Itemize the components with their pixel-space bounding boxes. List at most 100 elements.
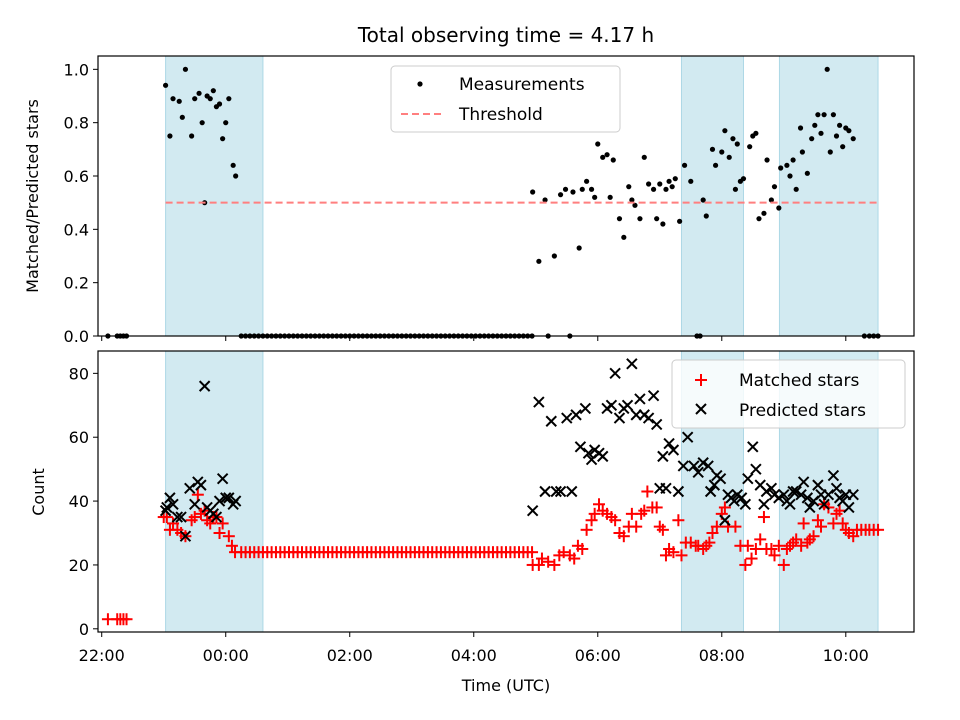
measurement-point <box>824 66 830 72</box>
measurement-point <box>840 144 846 150</box>
measurement-point <box>629 197 635 203</box>
measurement-point <box>681 162 688 168</box>
measurement-point <box>712 162 719 168</box>
predicted-star-point <box>161 501 173 514</box>
matched-star-point <box>777 558 790 571</box>
measurement-point <box>182 66 189 72</box>
matched-star-point <box>795 539 808 552</box>
measurement-point <box>660 221 666 227</box>
predicted-star-point <box>704 485 717 498</box>
predicted-star-point <box>739 498 752 510</box>
matched-star-point <box>222 530 235 543</box>
predicted-star-point <box>818 498 830 510</box>
measurement-point <box>722 128 728 134</box>
predicted-star-point <box>566 485 578 498</box>
measurement-point <box>192 96 198 102</box>
legend-threshold-label: Threshold <box>458 105 543 125</box>
measurement-point <box>176 98 182 104</box>
bottom-panel: 0 20 40 60 80 22:00 00:00 02:00 04:00 06:00 08:00… <box>29 350 915 695</box>
legend-top: Measurements Threshold <box>390 65 621 133</box>
matched-star-point <box>580 523 593 536</box>
measurement-point <box>646 181 652 187</box>
measurement-point <box>167 133 173 139</box>
measurement-point <box>641 154 647 160</box>
predicted-star-point <box>164 492 176 504</box>
measurement-point <box>836 122 843 128</box>
bottom-x-tick-label: 04:00 <box>451 646 497 665</box>
predicted-star-point <box>198 380 211 392</box>
predicted-star-point <box>830 482 843 495</box>
measurement-point <box>761 210 767 216</box>
predicted-star-point <box>677 460 690 472</box>
matched-star-point <box>667 546 680 559</box>
matched-star-point <box>754 533 767 546</box>
predicted-star-point <box>642 412 655 424</box>
predicted-star-point <box>787 485 799 498</box>
matched-star-point <box>672 514 685 527</box>
measurement-point <box>709 146 716 152</box>
matched-star-point <box>542 555 555 568</box>
predicted-star-point <box>545 415 557 427</box>
measurement-point <box>827 149 833 155</box>
predicted-star-point <box>827 469 840 482</box>
predicted-star-point <box>663 437 675 450</box>
measurement-point <box>223 120 229 126</box>
matched-star-point <box>833 504 846 517</box>
measurement-point <box>830 112 836 118</box>
predicted-star-point <box>213 495 226 507</box>
bottom-x-tick-label: 06:00 <box>575 646 621 665</box>
measurement-point <box>536 258 542 264</box>
predicted-star-point <box>784 498 796 510</box>
measurement-point <box>756 216 762 222</box>
measurement-point <box>604 152 610 158</box>
measurement-point <box>787 173 793 179</box>
predicted-star-point <box>773 492 785 504</box>
top-axes-frame <box>97 55 915 337</box>
bottom-shaded-interval-0 <box>165 350 264 633</box>
measurement-point <box>196 90 202 96</box>
measurement-point <box>850 136 856 142</box>
predicted-star-point <box>216 473 229 485</box>
bottom-x-tick-label: 02:00 <box>327 646 373 665</box>
predicted-star-point <box>742 473 754 485</box>
predicted-star-point <box>223 492 235 504</box>
predicted-star-point <box>797 476 810 488</box>
measurement-point <box>669 184 675 190</box>
matched-star-point <box>847 530 860 543</box>
predicted-star-point <box>561 412 573 424</box>
measurement-point <box>732 186 739 192</box>
matched-star-point <box>765 542 778 555</box>
legend-top-box <box>390 65 621 133</box>
measurement-point <box>637 216 643 222</box>
measurement-point <box>846 128 852 134</box>
measurement-point <box>600 154 606 160</box>
predicted-star-point <box>765 482 778 495</box>
measurement-point <box>768 197 774 203</box>
matched-star-point <box>576 542 589 555</box>
measurement-point <box>730 136 736 142</box>
chart-title: Total observing time = 4.17 h <box>357 23 654 47</box>
predicted-star-point <box>790 485 802 498</box>
matched-star-point <box>872 523 885 536</box>
matched-star-point <box>807 530 820 543</box>
matched-star-point <box>749 542 762 555</box>
predicted-star-point <box>184 482 196 495</box>
predicted-star-point <box>189 498 201 510</box>
predicted-star-point <box>804 501 816 514</box>
measurement-point <box>778 165 784 171</box>
measurement-point <box>530 189 536 195</box>
measurement-point <box>230 162 236 168</box>
measurement-point <box>672 176 678 182</box>
predicted-star-point <box>672 485 685 498</box>
matched-star-point <box>593 498 606 511</box>
top-panel: 0.0 0.2 0.4 0.6 0.8 1.0 Matched/Predicted sta… <box>23 55 915 346</box>
measurement-point <box>688 178 694 184</box>
series-bottom <box>101 358 885 626</box>
measurement-point <box>726 154 732 160</box>
predicted-star-point <box>570 409 582 421</box>
measurement-point <box>666 178 672 184</box>
matched-star-point <box>641 485 654 498</box>
predicted-star-point <box>550 485 562 498</box>
measurement-point <box>621 234 627 240</box>
